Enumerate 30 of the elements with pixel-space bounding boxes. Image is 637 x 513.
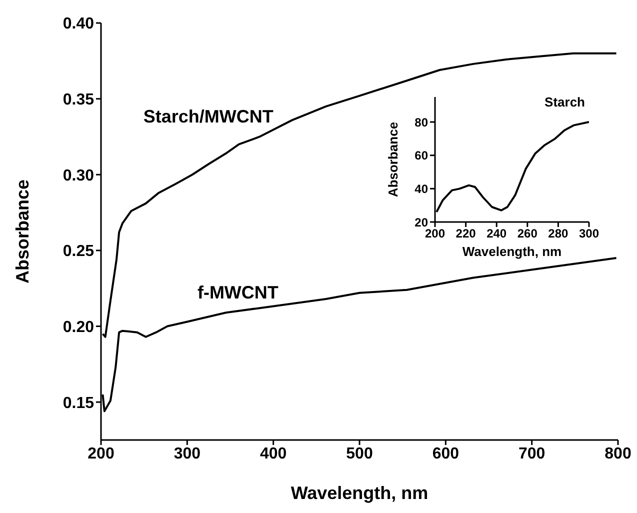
y-axis-title: Absorbance (386, 122, 401, 198)
x-tick-label: 240 (486, 226, 507, 241)
y-tick-label: 80 (414, 115, 428, 130)
series-label: Starch (544, 94, 586, 110)
y-tick-label: 60 (414, 148, 428, 163)
y-tick-label: 0.30 (62, 167, 94, 184)
x-tick-label: 400 (260, 445, 287, 462)
y-tick-label: 0.15 (62, 394, 94, 412)
x-tick-label: 200 (88, 445, 114, 462)
y-tick-label: 0.35 (62, 92, 94, 108)
series-label: f-MWCNT (197, 282, 278, 303)
x-tick-label: 300 (174, 445, 201, 462)
series-label: Starch/MWCNT (143, 106, 274, 127)
y-tick-label: 20 (414, 215, 428, 230)
x-tick-label: 300 (578, 226, 600, 241)
x-tick-label: 220 (456, 226, 476, 241)
x-tick-label: 200 (424, 226, 446, 241)
x-tick-label: 600 (432, 445, 460, 462)
x-tick-label: 500 (346, 445, 373, 462)
x-tick-label: 260 (517, 226, 538, 241)
x-tick-label: 700 (518, 445, 546, 462)
x-axis-title: Wavelength, nm (290, 483, 428, 503)
x-tick-label: 280 (548, 226, 569, 241)
x-tick-label: 800 (604, 445, 632, 462)
x-axis-title: Wavelength, nm (462, 244, 562, 259)
y-tick-label: 0.25 (62, 243, 94, 260)
y-tick-label: 0.20 (62, 318, 94, 336)
y-tick-label: 40 (414, 182, 428, 196)
y-axis-title: Absorbance (12, 179, 32, 284)
y-tick-label: 0.40 (62, 16, 94, 33)
